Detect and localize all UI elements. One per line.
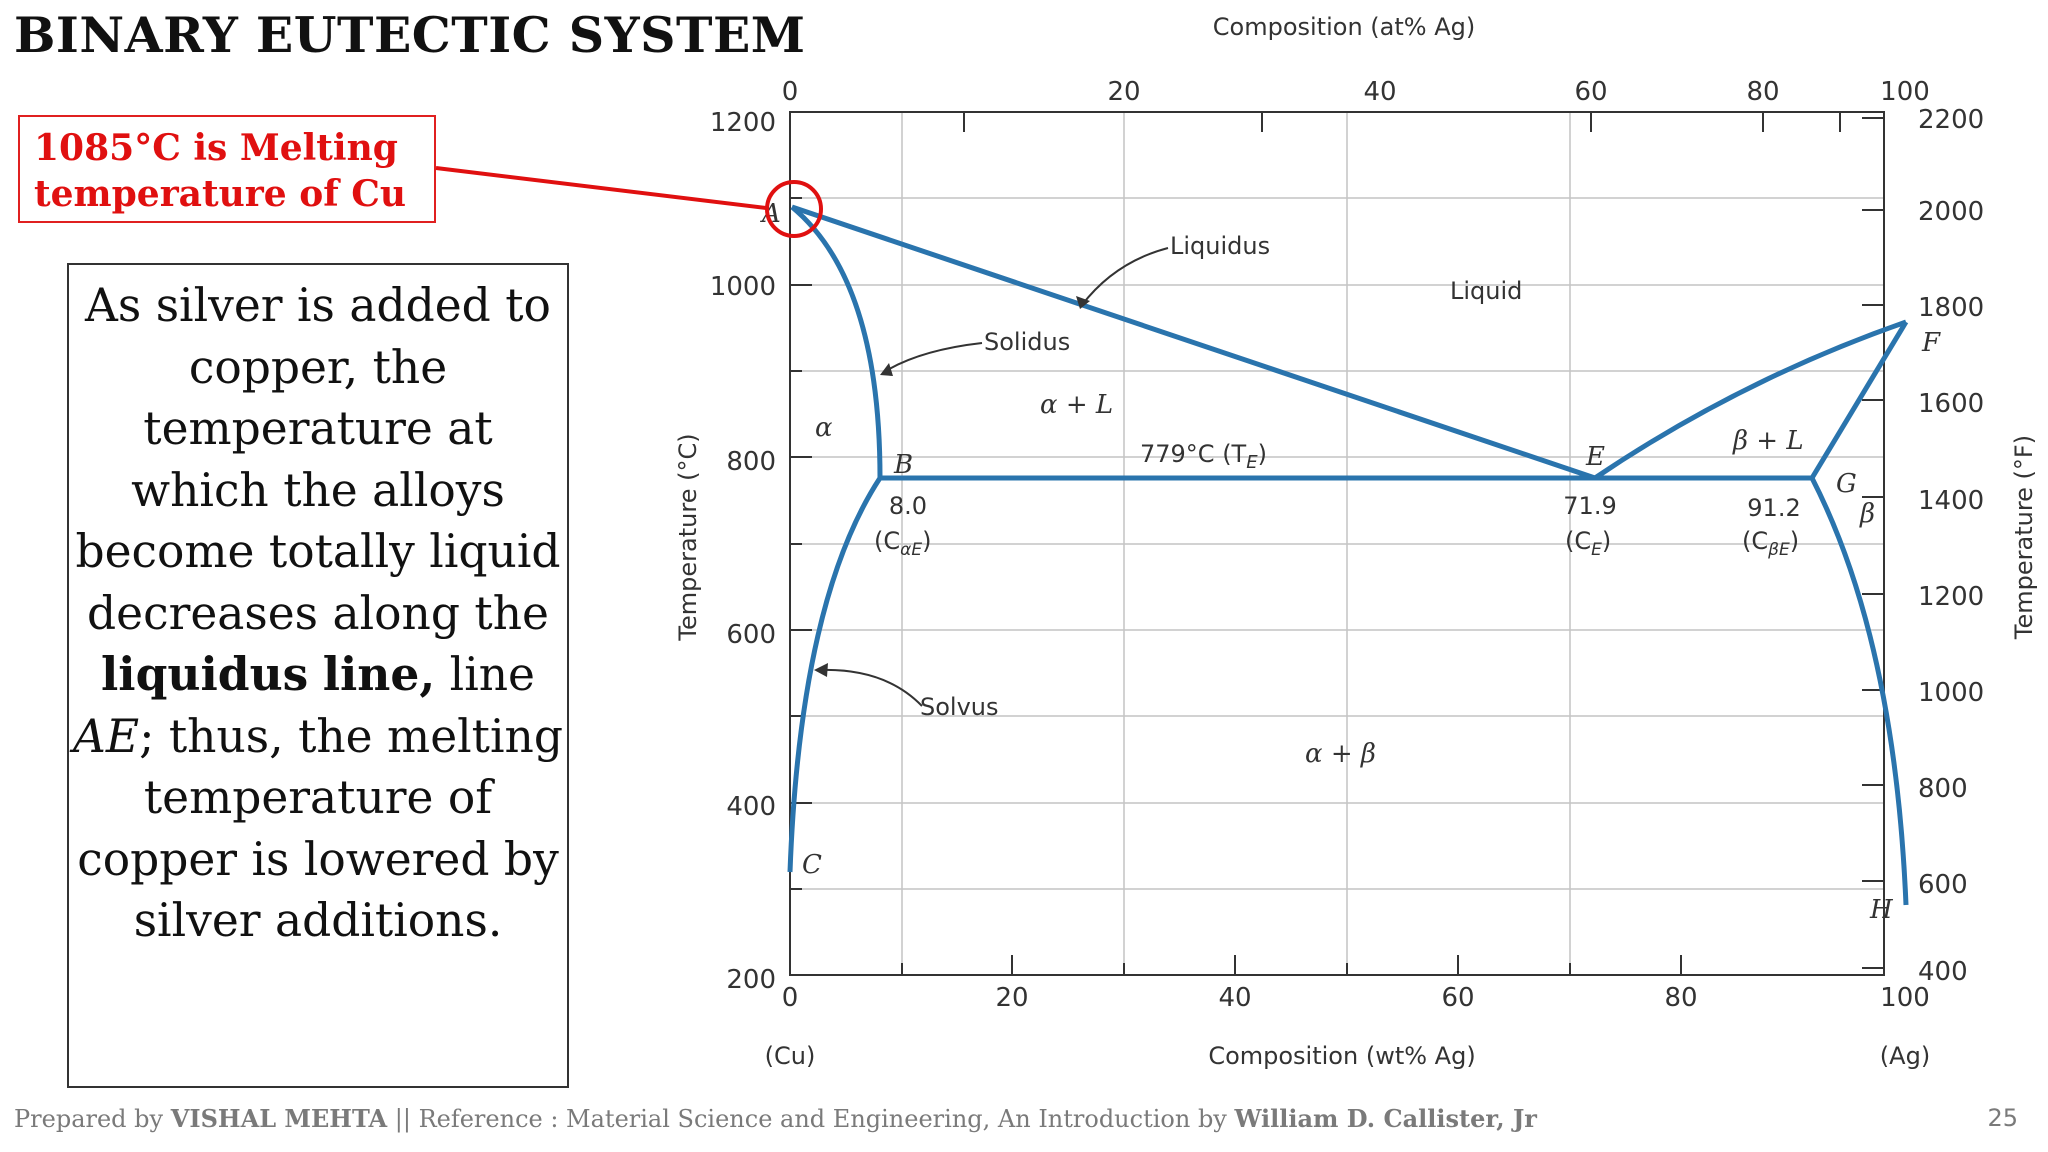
- bottom-tick-100: 100: [1880, 983, 1930, 1013]
- left-tick-800: 800: [726, 447, 776, 477]
- right-tick-1200: 1200: [1918, 582, 1984, 612]
- bottom-end-right: (Ag): [1880, 1042, 1930, 1070]
- right-tick-2000: 2000: [1918, 197, 1984, 227]
- point-e: E: [1585, 442, 1605, 472]
- callout-pointer-line: [435, 166, 767, 210]
- beta-label: β: [1859, 499, 1875, 529]
- left-axis-title: Temperature (°C): [674, 433, 702, 641]
- solvus-gh: [1809, 476, 1909, 906]
- note-text-3: ; thus, the melting temperature of coppe…: [77, 709, 563, 948]
- slide-title: BINARY EUTECTIC SYSTEM: [14, 6, 806, 64]
- top-tick-40: 40: [1363, 77, 1396, 107]
- solvus-pointer: [819, 668, 923, 707]
- alpha-l-label: α + L: [1040, 390, 1113, 420]
- callout-line-2: temperature of Cu: [34, 173, 407, 215]
- liquidus-pointer: [1081, 247, 1169, 306]
- c-e-label: (CE): [1565, 527, 1611, 560]
- bottom-tick-40: 40: [1218, 983, 1251, 1013]
- top-axis-title: Composition (at% Ag): [1213, 13, 1475, 41]
- bottom-tick-60: 60: [1441, 983, 1474, 1013]
- liquidus-ef: [1593, 319, 1907, 481]
- c-alpha-value: 8.0: [889, 492, 927, 520]
- left-tick-1200: 1200: [710, 108, 776, 138]
- right-tick-600: 600: [1918, 870, 1968, 900]
- liquid-label: Liquid: [1450, 277, 1522, 305]
- footer-credit: Prepared by VISHAL MEHTA || Reference : …: [14, 1104, 1537, 1133]
- point-f: F: [1921, 328, 1941, 358]
- melting-point-marker: [765, 180, 823, 238]
- bottom-tick-20: 20: [995, 983, 1028, 1013]
- point-g: G: [1836, 469, 1857, 499]
- point-h: H: [1869, 895, 1894, 925]
- c-beta-value: 91.2: [1747, 494, 1800, 522]
- footer-prefix: Prepared by: [14, 1105, 171, 1133]
- solvus-bc: [787, 476, 883, 873]
- solidus-label: Solidus: [984, 328, 1070, 356]
- top-tick-20: 20: [1107, 77, 1140, 107]
- melting-point-callout: 1085°C is Melting temperature of Cu: [18, 115, 436, 223]
- footer-reference: || Reference : Material Science and Engi…: [387, 1105, 1235, 1133]
- left-tick-600: 600: [726, 620, 776, 650]
- point-b: B: [893, 450, 913, 480]
- right-tick-1600: 1600: [1918, 389, 1984, 419]
- right-axis-title: Temperature (°F): [2010, 435, 2038, 640]
- top-tick-100: 100: [1880, 77, 1930, 107]
- bottom-tick-0: 0: [782, 983, 799, 1013]
- right-tick-1800: 1800: [1918, 293, 1984, 323]
- liquidus-ae: [791, 204, 1596, 481]
- point-c: C: [802, 850, 822, 880]
- note-text-1: As silver is added to copper, the temper…: [75, 279, 561, 640]
- top-tick-60: 60: [1574, 77, 1607, 107]
- note-text-2: line: [435, 648, 535, 701]
- right-tick-400: 400: [1918, 957, 1968, 987]
- phase-lines: [787, 204, 1909, 906]
- page-number: 25: [1987, 1104, 2018, 1132]
- bottom-end-left: (Cu): [765, 1042, 816, 1070]
- top-tick-0: 0: [782, 77, 799, 107]
- right-tick-1400: 1400: [1918, 486, 1984, 516]
- c-alpha-label: (CαE): [874, 527, 931, 560]
- solidus-pointer: [883, 342, 983, 373]
- alpha-label: α: [815, 413, 833, 443]
- right-tick-800: 800: [1918, 774, 1968, 804]
- left-tick-400: 400: [726, 792, 776, 822]
- solidus-ab: [790, 205, 883, 479]
- footer-author: VISHAL MEHTA: [170, 1104, 388, 1133]
- note-bold-1: liquidus: [101, 647, 309, 701]
- top-tick-80: 80: [1746, 77, 1779, 107]
- callout-line-1: 1085°C is Melting: [34, 127, 398, 169]
- bottom-tick-80: 80: [1664, 983, 1697, 1013]
- note-italic: AE: [73, 709, 140, 763]
- grid: [790, 112, 1884, 975]
- c-e-value: 71.9: [1563, 492, 1616, 520]
- footer-reference-author: William D. Callister, Jr: [1234, 1104, 1537, 1133]
- alpha-beta-label: α + β: [1305, 739, 1376, 769]
- note-bold-2: line,: [322, 647, 436, 701]
- right-tick-1000: 1000: [1918, 678, 1984, 708]
- right-tick-2200: 2200: [1918, 105, 1984, 135]
- solvus-label: Solvus: [920, 693, 999, 721]
- explanation-box: As silver is added to copper, the temper…: [67, 263, 569, 1088]
- left-tick-1000: 1000: [710, 272, 776, 302]
- left-tick-200: 200: [726, 965, 776, 995]
- eutectic-temp-label: 779°C (TE): [1140, 440, 1267, 473]
- bottom-axis-title: Composition (wt% Ag): [1208, 1042, 1475, 1070]
- liquidus-label: Liquidus: [1170, 232, 1270, 260]
- c-beta-label: (CβE): [1742, 527, 1799, 560]
- beta-l-label: β + L: [1732, 426, 1804, 456]
- solidus-fg: [1809, 320, 1909, 480]
